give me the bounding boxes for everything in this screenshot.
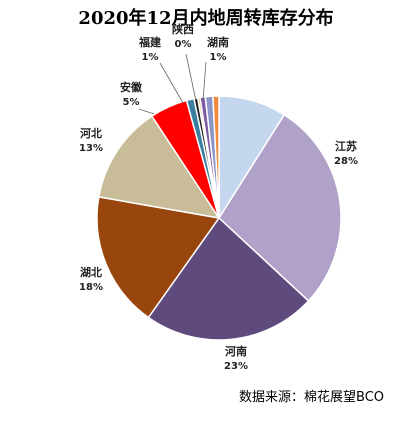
slice-value-湖南: 1% [210,52,227,63]
slice-value-河南: 23% [224,361,248,372]
slice-value-安徽: 5% [123,97,140,108]
slice-label-河南: 河南 [225,344,247,358]
slice-value-福建: 1% [142,52,159,63]
pie-slice-江苏 [218,113,342,302]
pie-slice-湖北 [96,196,221,319]
slice-label-安徽: 安徽 [120,80,143,94]
slice-value-湖北: 18% [79,282,103,293]
slice-label-河北: 河北 [80,126,102,140]
slice-value-江苏: 28% [334,156,358,167]
pie-slice-河南 [147,216,310,341]
source-note: 数据来源：棉花展望BCO [239,390,384,405]
leader-line-湖南 [202,61,207,102]
slice-value-陕西: 0% [175,39,192,50]
slice-label-江苏: 江苏 [335,139,357,153]
slice-value-河北: 13% [79,143,103,154]
leader-line-安徽 [138,108,155,115]
slice-label-福建: 福建 [138,35,162,49]
slice-label-湖南: 湖南 [207,35,229,49]
leader-line-福建 [159,62,184,104]
slice-label-湖北: 湖北 [80,265,102,279]
pie-slice-11 [212,95,220,219]
leader-line-陕西 [185,53,197,102]
slice-label-陕西: 陕西 [172,22,194,36]
chart-title: 2020年12月内地周转库存分布 [78,8,334,29]
pie-slice-河北 [97,115,221,220]
